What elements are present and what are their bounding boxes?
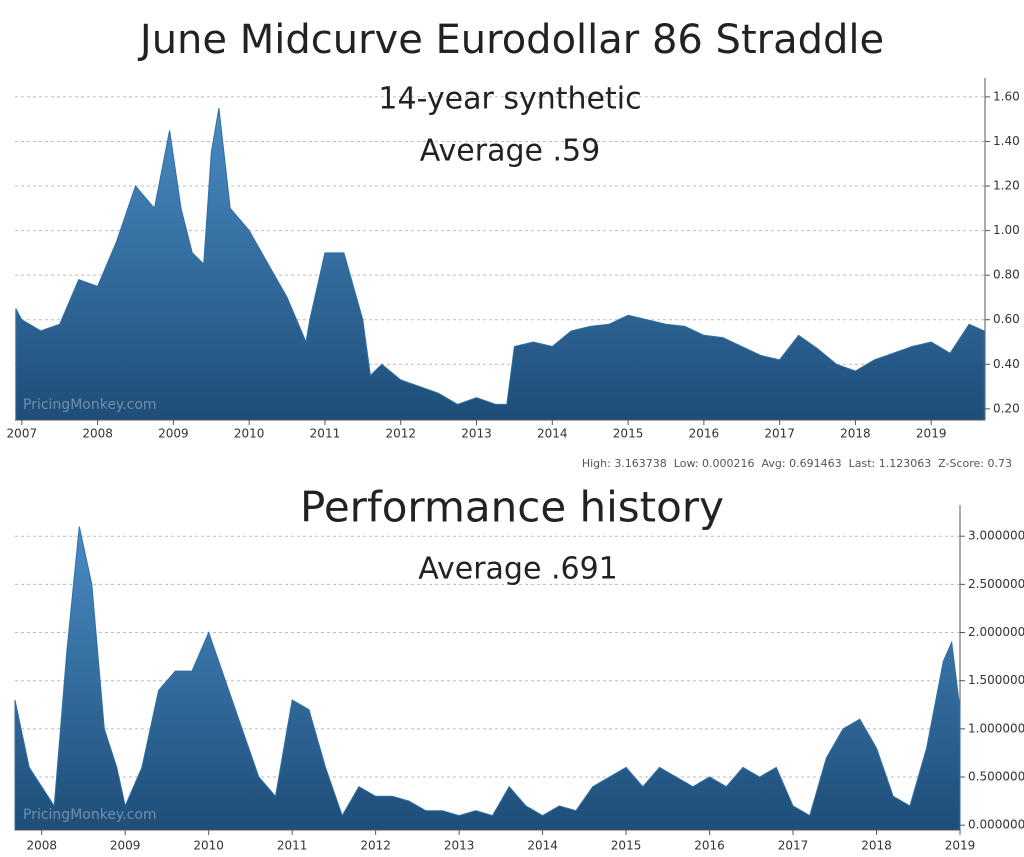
x-tick-label: 2014	[537, 427, 568, 441]
y-tick-label: 1.60	[993, 89, 1020, 103]
x-tick-label: 2015	[611, 839, 642, 853]
x-tick-label: 2019	[916, 427, 947, 441]
y-tick-label: 1.00	[993, 223, 1020, 237]
annotation: Average .59	[420, 134, 600, 169]
chart-title: June Midcurve Eurodollar 86 Straddle	[137, 17, 884, 63]
y-tick-label: 1.20	[993, 179, 1020, 193]
watermark: PricingMonkey.com	[23, 397, 157, 413]
area	[15, 108, 985, 421]
x-tick-label: 2013	[461, 427, 492, 441]
x-tick-label: 2010	[234, 427, 265, 441]
x-tick-label: 2012	[360, 839, 391, 853]
y-tick-label: 0.80	[993, 268, 1020, 282]
chart-subtitle: 14-year synthetic	[378, 82, 641, 117]
y-tick-label: 0.20	[993, 401, 1020, 415]
x-tick-label: 2014	[527, 839, 558, 853]
x-tick-label: 2010	[193, 839, 224, 853]
area	[14, 526, 961, 831]
y-tick-label: 0.40	[993, 357, 1020, 371]
x-tick-label: 2009	[158, 427, 189, 441]
chart-title: Performance history	[300, 483, 724, 532]
x-tick-label: 2018	[840, 427, 871, 441]
watermark: PricingMonkey.com	[23, 807, 157, 823]
x-tick-label: 2017	[764, 427, 795, 441]
stats: High: 3.163738 Low: 0.000216 Avg: 0.6914…	[582, 457, 1012, 470]
x-tick-label: 2019	[945, 839, 976, 853]
x-tick-label: 2007	[7, 427, 38, 441]
x-tick-label: 2008	[26, 839, 57, 853]
x-tick-label: 2018	[861, 839, 892, 853]
y-tick-label: 1.500000	[968, 673, 1024, 687]
x-tick-label: 2009	[110, 839, 141, 853]
x-tick-label: 2017	[778, 839, 809, 853]
x-tick-label: 2011	[310, 427, 341, 441]
x-tick-label: 2013	[444, 839, 475, 853]
x-tick-label: 2015	[613, 427, 644, 441]
y-tick-label: 2.500000	[968, 577, 1024, 591]
y-tick-label: 3.000000	[968, 529, 1024, 543]
y-tick-label: 1.40	[993, 134, 1020, 148]
chart-subtitle: Average .691	[418, 552, 618, 587]
x-tick-label: 2016	[689, 427, 720, 441]
y-tick-label: 1.000000	[968, 721, 1024, 735]
x-tick-label: 2012	[385, 427, 416, 441]
y-tick-label: 2.000000	[968, 625, 1024, 639]
x-tick-label: 2011	[277, 839, 308, 853]
x-tick-label: 2016	[694, 839, 725, 853]
y-tick-label: 0.000000	[968, 818, 1024, 832]
y-tick-label: 0.60	[993, 312, 1020, 326]
y-tick-label: 0.500000	[968, 770, 1024, 784]
x-tick-label: 2008	[82, 427, 113, 441]
